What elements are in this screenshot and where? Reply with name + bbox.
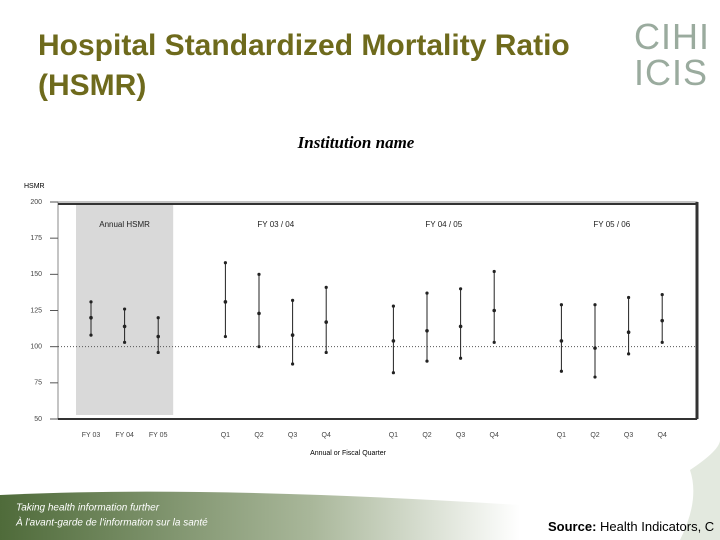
upper-point xyxy=(257,272,261,276)
value-point xyxy=(391,339,396,343)
upper-point xyxy=(627,295,631,300)
x-tick-label: Q2 xyxy=(254,432,263,439)
x-tick-label: FY 04 xyxy=(115,432,134,439)
y-tick-label: 125 xyxy=(30,307,42,314)
group-label: Annual HSMR xyxy=(99,220,150,229)
source-text: Health Indicators, C xyxy=(600,519,715,534)
lower-point xyxy=(425,359,429,363)
upper-point xyxy=(425,291,429,295)
x-tick-label: FY 05 xyxy=(149,432,168,439)
footer-band xyxy=(0,491,520,540)
logo-text: CIHI xyxy=(634,16,710,57)
x-tick-label: Q1 xyxy=(557,432,566,439)
logo-text: ICIS xyxy=(634,52,709,93)
value-point xyxy=(122,324,127,329)
chart-title: Institution name xyxy=(297,133,415,152)
x-tick-label: Q2 xyxy=(422,432,431,439)
slide-title: Hospital Standardized Mortality Ratio (H… xyxy=(38,29,570,102)
lower-point xyxy=(492,340,496,344)
upper-point xyxy=(559,303,564,307)
x-tick-label: Q2 xyxy=(590,432,599,439)
lower-point xyxy=(660,340,664,344)
value-point xyxy=(324,320,329,324)
value-point xyxy=(660,318,664,323)
upper-point xyxy=(291,298,295,302)
y-tick-label: 75 xyxy=(34,380,42,387)
x-tick-label: Q1 xyxy=(221,432,230,439)
value-point xyxy=(593,346,597,350)
lower-point xyxy=(559,369,564,373)
lower-point xyxy=(627,352,631,356)
y-tick-label: 200 xyxy=(30,199,42,206)
source: Source: Health Indicators, C xyxy=(548,519,714,534)
x-tick-label: Q1 xyxy=(389,432,398,439)
upper-point xyxy=(459,287,463,291)
lower-point xyxy=(459,356,463,360)
upper-point xyxy=(593,303,597,307)
x-axis-label: Annual or Fiscal Quarter xyxy=(310,450,387,457)
x-tick-label: Q3 xyxy=(624,432,633,439)
x-tick-label: FY 03 xyxy=(82,432,101,439)
upper-point xyxy=(156,316,160,320)
x-tick-label: Q4 xyxy=(490,432,499,439)
upper-point xyxy=(223,261,227,265)
source-label: Source: xyxy=(548,519,597,534)
lower-point xyxy=(593,375,597,379)
lower-point xyxy=(123,340,127,344)
lower-point xyxy=(391,371,395,375)
lower-point xyxy=(89,333,93,337)
upper-point xyxy=(89,300,93,304)
lower-point xyxy=(324,350,328,355)
y-tick-label: 50 xyxy=(34,416,42,423)
upper-point xyxy=(391,304,395,308)
tagline: Taking health information further xyxy=(16,503,160,514)
group-label: FY 04 / 05 xyxy=(425,220,462,229)
lower-point xyxy=(156,350,160,355)
x-tick-label: Q3 xyxy=(288,432,297,439)
lower-point xyxy=(257,345,261,349)
upper-point xyxy=(492,269,496,274)
footer-ornament xyxy=(680,440,720,540)
group-label: FY 03 / 04 xyxy=(257,220,294,229)
value-point xyxy=(492,308,497,313)
value-point xyxy=(559,339,564,343)
value-point xyxy=(257,311,261,316)
x-tick-label: Q3 xyxy=(456,432,465,439)
lower-point xyxy=(291,362,295,366)
lower-point xyxy=(223,334,227,339)
upper-point xyxy=(660,292,664,297)
group-label: FY 05 / 06 xyxy=(593,220,630,229)
value-point xyxy=(223,300,228,304)
x-tick-label: Q4 xyxy=(658,432,667,439)
y-axis-label: HSMR xyxy=(24,183,45,190)
value-point xyxy=(425,328,429,333)
upper-point xyxy=(324,285,328,289)
value-point xyxy=(89,315,93,320)
y-tick-label: 100 xyxy=(30,344,42,351)
value-point xyxy=(290,333,295,337)
y-tick-label: 175 xyxy=(30,235,42,242)
value-point xyxy=(458,324,463,329)
x-tick-label: Q4 xyxy=(322,432,331,439)
y-tick-label: 150 xyxy=(30,271,42,278)
value-point xyxy=(626,330,631,335)
upper-point xyxy=(123,307,127,311)
value-point xyxy=(156,334,160,339)
tagline: À l'avant-garde de l'information sur la … xyxy=(15,516,208,529)
